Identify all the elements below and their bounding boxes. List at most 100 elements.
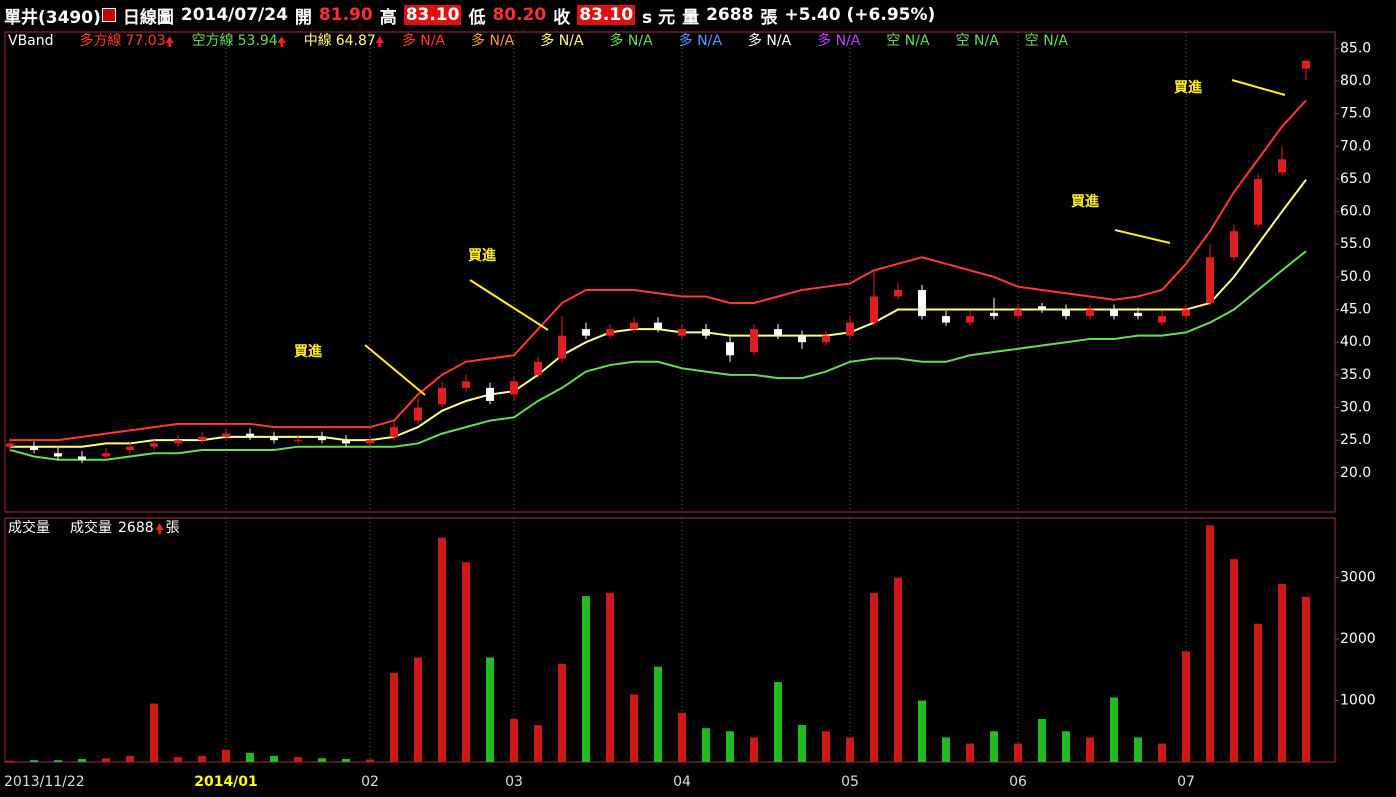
candle-body [894,289,902,297]
y-tick-label: 30.0 [1340,400,1371,416]
x-tick-label: 05 [841,774,859,790]
candle-body [942,316,950,323]
volume-bar [126,755,134,762]
annotation: 買進 [1174,80,1202,96]
y-tick-label: 80.0 [1340,73,1371,89]
annotation: 買進 [1071,194,1099,210]
volume-bar [534,725,542,762]
x-tick-label: 06 [1009,774,1027,790]
candle-body [1206,257,1214,304]
candle-body [30,446,38,450]
legend-value: 77.03 [126,33,166,49]
candle-body [246,433,254,437]
legend-extra: 空 N/A [956,33,1000,49]
volume-bar [582,596,590,762]
y-tick-label: 50.0 [1340,269,1371,285]
volume-bar [6,760,14,762]
candle-body [390,427,398,437]
high: 83.10 [403,5,462,25]
y-tick-label: 35.0 [1340,367,1371,383]
volume-name: 成交量 [70,519,112,536]
candle-body [366,440,374,444]
candle-body [918,289,926,317]
candle-body [78,456,86,460]
candle-body [342,440,350,444]
volume-bar [318,758,326,762]
candle-body [1254,178,1262,225]
unit: 張 [760,7,778,28]
y-tick-label: 55.0 [1340,236,1371,252]
volume-bar [462,562,470,762]
candle-body [510,381,518,395]
close: 83.10 [577,5,636,25]
volume-bar [390,672,398,762]
y-tick-label: 20.0 [1340,465,1371,481]
volume-bar [342,758,350,762]
legend-extra: 空 N/A [886,33,930,49]
volume-bar [1206,525,1214,762]
volume-bar [678,712,686,762]
legend-extra: 多 N/A [817,32,861,49]
label: 高 [379,7,397,28]
volume-bar [414,657,422,762]
annotation-arrow [469,279,549,331]
x-tick-label: 07 [1177,774,1195,790]
label: 收 [553,7,571,28]
volume-bar [30,760,38,762]
volume-bar [1062,731,1070,762]
band-line [9,250,1307,461]
y-tick-label: 45.0 [1340,302,1371,318]
volume-title: 成交量 [8,519,50,536]
volume-bar [198,755,206,762]
unit: s 元 [642,7,676,28]
candle-body [198,436,206,441]
arrow-up [375,36,384,47]
y-tick-label: 2000 [1340,631,1376,647]
candle-body [222,433,230,437]
legend-value: 64.87 [336,33,376,49]
legend-extra: 多 N/A [679,32,723,49]
x-tick-label: 03 [505,774,523,790]
candle-body [438,387,446,405]
x-tick-label: 2014/01 [194,774,258,790]
y-tick-label: 1000 [1340,693,1376,709]
volume-bar [1086,737,1094,762]
volume-bar [726,731,734,762]
volume-bar [1158,743,1166,762]
volume-bar [966,743,974,762]
volume-bar [990,731,998,762]
candle-body [774,329,782,336]
open: 81.90 [318,5,373,25]
candle-body [126,446,134,450]
volume-bar [1230,559,1238,762]
legend-extra: 多 N/A [402,32,446,49]
volume-bar [174,757,182,762]
candle-body [174,440,182,444]
legend-name: 多方線 [80,32,122,49]
candle-body [966,316,974,323]
candle-body [102,453,110,457]
stock: 單井(3490) [4,7,101,28]
arrow-up [165,36,174,47]
label: 低 [468,7,486,28]
volume-bar [654,666,662,762]
indicator-name: VBand [8,33,54,49]
volume-bar [1110,697,1118,762]
volume-bar [1254,623,1262,762]
arrow-up [277,36,286,47]
legend-name: 空方線 [192,33,234,49]
volume-bar [294,757,302,762]
volume-bar [54,760,62,762]
volume-bar [1302,596,1310,762]
volume-bar [774,682,782,762]
volume-bar [798,725,806,762]
volume-bar [918,700,926,762]
volume-bar [150,703,158,762]
candle-body [750,329,758,352]
annotation: 買進 [294,344,322,360]
volume-bar [846,737,854,762]
legend-extra: 多 N/A [540,32,584,49]
